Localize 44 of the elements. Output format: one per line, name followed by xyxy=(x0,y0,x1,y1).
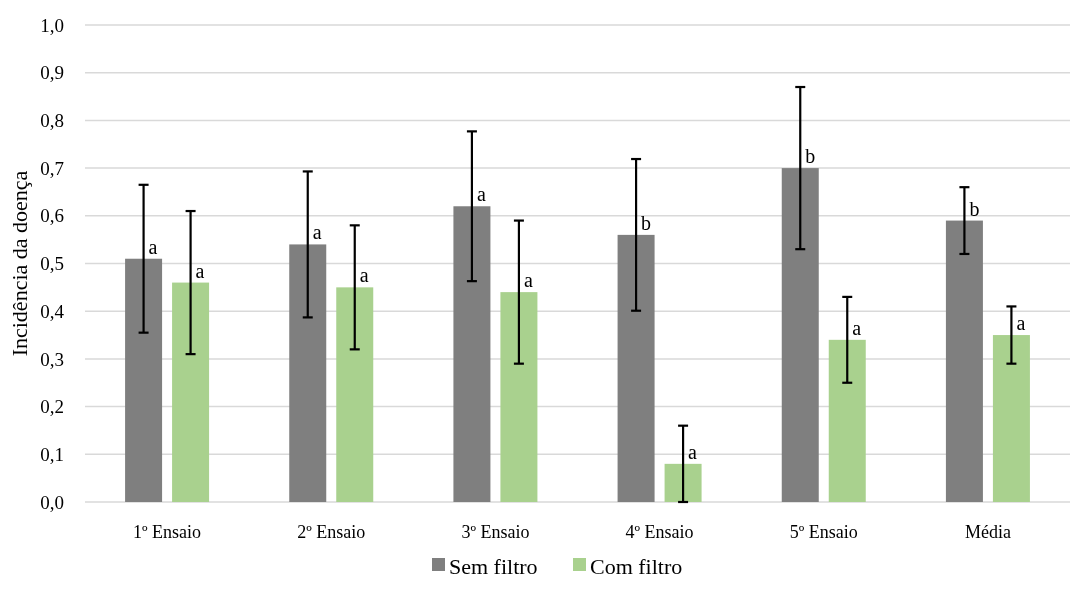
bar xyxy=(172,282,210,502)
bar xyxy=(336,287,374,502)
legend-label: Sem filtro xyxy=(449,553,538,579)
annotation: a xyxy=(852,316,862,339)
y-tick-label: 0,7 xyxy=(40,157,64,179)
x-tick-label: 4º Ensaio xyxy=(625,522,694,542)
bar xyxy=(453,206,491,502)
bar xyxy=(617,234,655,502)
legend-label: Com filtro xyxy=(590,553,683,579)
annotation: a xyxy=(148,235,158,258)
y-tick-label: 0,2 xyxy=(40,396,64,418)
annotation: b xyxy=(641,211,652,234)
annotation: a xyxy=(523,269,533,292)
x-tick-label: 1º Ensaio xyxy=(133,522,202,542)
annotation: a xyxy=(359,264,369,287)
bar xyxy=(125,258,163,502)
bar xyxy=(289,244,327,502)
annotation: b xyxy=(805,145,816,168)
bar xyxy=(500,292,538,502)
x-tick-label: 2º Ensaio xyxy=(297,522,366,542)
x-tick-label: Média xyxy=(964,522,1011,542)
y-tick-label: 0,1 xyxy=(40,443,64,465)
y-axis-title: Incidência da doença xyxy=(7,170,32,357)
annotation: a xyxy=(1016,312,1026,335)
x-tick-label: 5º Ensaio xyxy=(789,522,858,542)
x-tick-label: 3º Ensaio xyxy=(461,522,530,542)
y-tick-label: 0,4 xyxy=(40,300,65,322)
y-tick-label: 0,5 xyxy=(40,253,64,275)
bar xyxy=(992,335,1030,502)
annotation: b xyxy=(969,197,980,220)
y-tick-label: 0,8 xyxy=(40,110,64,132)
y-tick-label: 0,6 xyxy=(40,205,64,227)
y-tick-label: 0,9 xyxy=(40,62,64,84)
annotation: a xyxy=(688,440,698,463)
annotation: a xyxy=(195,259,205,282)
y-tick-label: 1,0 xyxy=(40,14,64,36)
bar xyxy=(664,463,702,502)
annotation: a xyxy=(476,183,486,206)
bar xyxy=(781,168,819,502)
y-tick-label: 0,0 xyxy=(40,491,64,513)
annotation: a xyxy=(312,221,322,244)
y-tick-label: 0,3 xyxy=(40,348,64,370)
bar xyxy=(945,220,983,502)
bar xyxy=(828,339,866,502)
